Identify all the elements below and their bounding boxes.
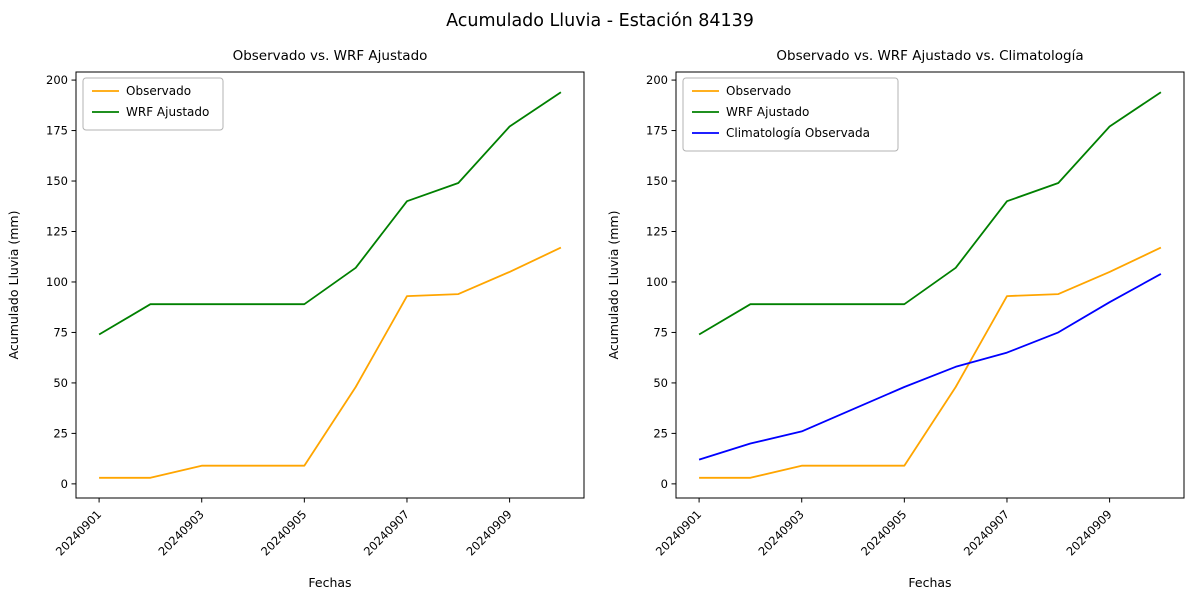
y-tick-label: 50 (53, 376, 68, 390)
chart-observado-vs-wrf: Observado vs. WRF Ajustado 0 25 50 75 100 125 1… (6, 48, 585, 590)
legend-label-observado: Observado (126, 84, 191, 98)
series-line-wrf-ajustado (98, 91, 562, 336)
series-line-observado (99, 246, 562, 479)
y-tick-label: 200 (646, 73, 668, 87)
x-tick-label: 20240901 (653, 507, 704, 558)
x-tick-label: 20240907 (361, 507, 412, 558)
legend-label-wrf-ajustado: WRF Ajustado (726, 105, 809, 119)
y-tick-label: 75 (653, 325, 668, 339)
x-tick-label: 20240901 (53, 507, 104, 558)
y-tick-label: 150 (646, 174, 668, 188)
y-tick-label: 50 (653, 376, 668, 390)
chart-observado-vs-wrf-vs-climatologia: Observado vs. WRF Ajustado vs. Climatolo… (606, 48, 1185, 590)
x-tick-label: 20240907 (961, 507, 1012, 558)
series-line-climatologia-observada (698, 273, 1162, 461)
x-tick-label: 20240905 (858, 507, 909, 558)
x-axis-label: Fechas (908, 575, 951, 590)
legend-label-climatologia-observada: Climatología Observada (726, 126, 870, 140)
y-tick-label: 175 (646, 124, 668, 138)
y-tick-label: 200 (46, 73, 68, 87)
y-axis-label: Acumulado Lluvia (mm) (6, 211, 21, 360)
y-tick-label: 25 (653, 426, 668, 440)
y-tick-label: 150 (46, 174, 68, 188)
subplot-title: Observado vs. WRF Ajustado vs. Climatolo… (776, 48, 1083, 64)
subplot-title: Observado vs. WRF Ajustado (233, 48, 428, 64)
x-tick-label: 20240903 (756, 507, 807, 558)
y-tick-label: 75 (53, 325, 68, 339)
figure-suptitle: Acumulado Lluvia - Estación 84139 (446, 11, 754, 31)
y-tick-label: 125 (46, 224, 68, 238)
axes-frame (75, 71, 585, 499)
y-tick-label: 25 (53, 426, 68, 440)
series-line-observado (699, 246, 1162, 479)
x-tick-label: 20240905 (258, 507, 309, 558)
y-tick-label: 0 (661, 477, 668, 491)
y-tick-label: 125 (646, 224, 668, 238)
y-axis-label: Acumulado Lluvia (mm) (606, 211, 621, 360)
legend-box (682, 77, 899, 152)
legend-label-observado: Observado (726, 84, 791, 98)
x-tick-label: 20240909 (463, 507, 514, 558)
y-tick-label: 100 (646, 275, 668, 289)
x-tick-label: 20240909 (1063, 507, 1114, 558)
axes-frame (675, 71, 1185, 499)
x-axis-label: Fechas (308, 575, 351, 590)
series-line-wrf-ajustado (698, 91, 1162, 336)
y-tick-label: 0 (61, 477, 68, 491)
legend-label-wrf-ajustado: WRF Ajustado (126, 105, 209, 119)
x-tick-label: 20240903 (156, 507, 207, 558)
y-tick-label: 100 (46, 275, 68, 289)
y-tick-label: 175 (46, 124, 68, 138)
